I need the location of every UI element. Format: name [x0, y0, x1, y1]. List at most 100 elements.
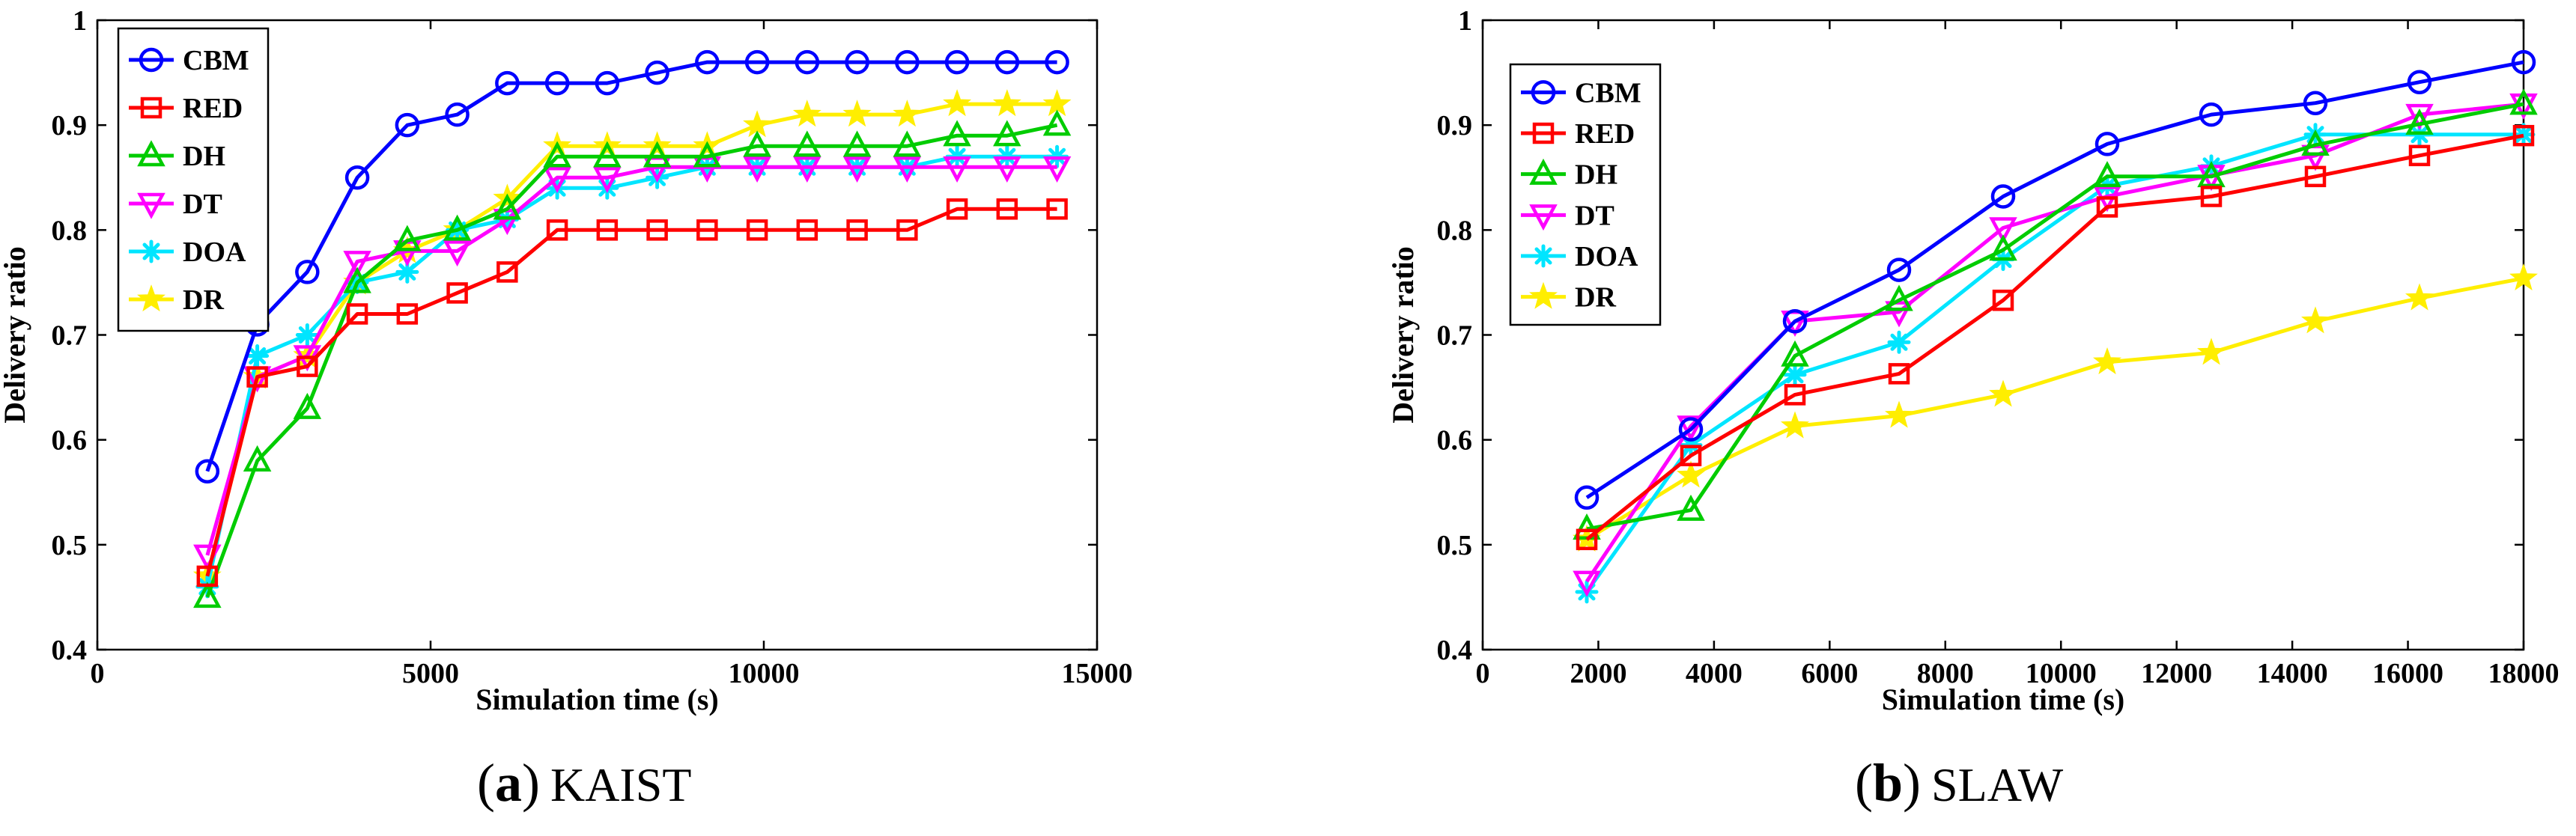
- data-point-dh: [2405, 109, 2434, 135]
- data-point-doa: [295, 323, 319, 347]
- data-point-red: [2096, 196, 2118, 218]
- data-point-cbm: [944, 49, 970, 75]
- data-point-dh: [343, 266, 371, 293]
- data-point-cbm: [2199, 102, 2224, 127]
- data-point-dh: [2301, 129, 2330, 156]
- data-point-dh: [293, 392, 322, 419]
- data-point-red: [446, 282, 468, 304]
- data-point-dh: [993, 120, 1021, 147]
- data-point-cbm: [1574, 485, 1600, 510]
- data-point-doa: [1783, 363, 1807, 387]
- data-point-dr: [792, 100, 821, 127]
- data-point-cbm: [1990, 184, 2016, 209]
- data-point-cbm: [495, 70, 520, 96]
- data-point-dr: [1781, 411, 1809, 439]
- data-point-cbm: [795, 49, 820, 75]
- legend-box: [117, 27, 270, 332]
- data-point-dh: [443, 214, 472, 241]
- data-point-cbm: [344, 165, 370, 190]
- data-point-dr: [943, 89, 972, 117]
- data-point-red: [946, 198, 968, 220]
- caption-text: SLAW: [1931, 758, 2064, 811]
- data-point-cbm: [1045, 49, 1069, 75]
- caption-paren-close: ): [522, 753, 540, 813]
- legend-label-doa: DOA: [183, 237, 246, 268]
- data-point-dh: [593, 141, 622, 168]
- x-tick-label: 16000: [2372, 658, 2443, 689]
- x-tick-label: 2000: [1570, 658, 1626, 689]
- data-point-dh: [1677, 494, 1705, 521]
- data-point-dh: [643, 141, 672, 168]
- data-point-red: [396, 303, 419, 325]
- legend-marker-dr: [1529, 281, 1558, 309]
- caption-paren-close: ): [1903, 753, 1921, 813]
- data-point-dr: [2405, 283, 2434, 311]
- series-line-dr: [1585, 276, 2524, 541]
- legend-marker-dt: [1529, 204, 1558, 231]
- y-tick-label: 0.7: [52, 320, 88, 352]
- data-point-dr: [2197, 338, 2226, 365]
- caption-letter: a: [495, 753, 522, 813]
- data-point-red: [1576, 528, 1598, 551]
- series-line-red: [1585, 133, 2524, 541]
- data-point-doa: [1887, 330, 1911, 354]
- data-point-red: [2304, 165, 2327, 188]
- data-point-red: [746, 219, 768, 241]
- data-point-dh: [2197, 161, 2226, 188]
- caption-paren-open: (: [1855, 753, 1873, 813]
- data-point-cbm: [845, 49, 869, 75]
- y-tick-label: 0.6: [1437, 425, 1473, 457]
- data-point-red: [1680, 445, 1702, 466]
- legend-label-dt: DT: [1575, 200, 1614, 231]
- caption-paren-open: (: [477, 753, 495, 813]
- x-axis-title: Simulation time (s): [476, 683, 718, 716]
- data-point-dr: [1042, 89, 1072, 117]
- data-point-red: [1888, 363, 1910, 385]
- legend-marker-doa: [1531, 244, 1555, 268]
- y-tick-label: 0.6: [52, 425, 88, 457]
- legend-label-red: RED: [1575, 118, 1635, 150]
- data-point-red: [796, 219, 818, 241]
- data-point-red: [1992, 289, 2014, 311]
- data-point-dh: [893, 130, 922, 157]
- data-point-dr: [1885, 400, 1913, 428]
- y-axis-title: Delivery ratio: [0, 246, 31, 424]
- data-point-dt: [842, 156, 872, 183]
- data-point-cbm: [1678, 417, 1704, 442]
- data-point-red: [596, 219, 619, 241]
- series-red: [196, 198, 1068, 588]
- data-point-dh: [1989, 234, 2017, 261]
- legend-box: [1509, 63, 1662, 326]
- data-point-dt: [943, 156, 971, 183]
- data-point-dr: [1989, 379, 2017, 407]
- data-point-dt: [1989, 217, 2017, 244]
- legend-marker-doa: [139, 239, 163, 263]
- legend-marker-dt: [137, 192, 165, 219]
- chart-panel-b: 0 2000 4000 6000 8000 10000 12000 14000 16000 180…: [1386, 5, 2560, 813]
- data-point-dt: [343, 251, 371, 278]
- data-point-cbm: [544, 70, 570, 96]
- data-point-cbm: [395, 112, 420, 138]
- legend-marker-dh: [137, 140, 165, 167]
- data-point-doa: [395, 260, 419, 284]
- x-tick-label: 10000: [729, 658, 800, 689]
- legend-marker-dh: [1529, 158, 1558, 185]
- legend-label-cbm: CBM: [1575, 77, 1641, 109]
- data-point-red: [2408, 144, 2431, 167]
- data-point-cbm: [2511, 49, 2536, 75]
- data-point-dh: [493, 193, 522, 220]
- data-point-dt: [1573, 570, 1601, 597]
- legend-label-dr: DR: [1575, 282, 1616, 314]
- legend-marker-red: [140, 97, 162, 119]
- data-point-red: [2200, 186, 2223, 207]
- data-point-dh: [943, 120, 971, 147]
- x-tick-label: 15000: [1062, 658, 1133, 689]
- series-dt: [193, 156, 1072, 571]
- data-point-cbm: [895, 49, 920, 75]
- x-tick-label: 18000: [2488, 658, 2560, 689]
- data-point-cbm: [595, 70, 620, 96]
- data-point-dt: [593, 167, 622, 194]
- data-point-cbm: [695, 49, 720, 75]
- legend-label-red: RED: [183, 93, 243, 124]
